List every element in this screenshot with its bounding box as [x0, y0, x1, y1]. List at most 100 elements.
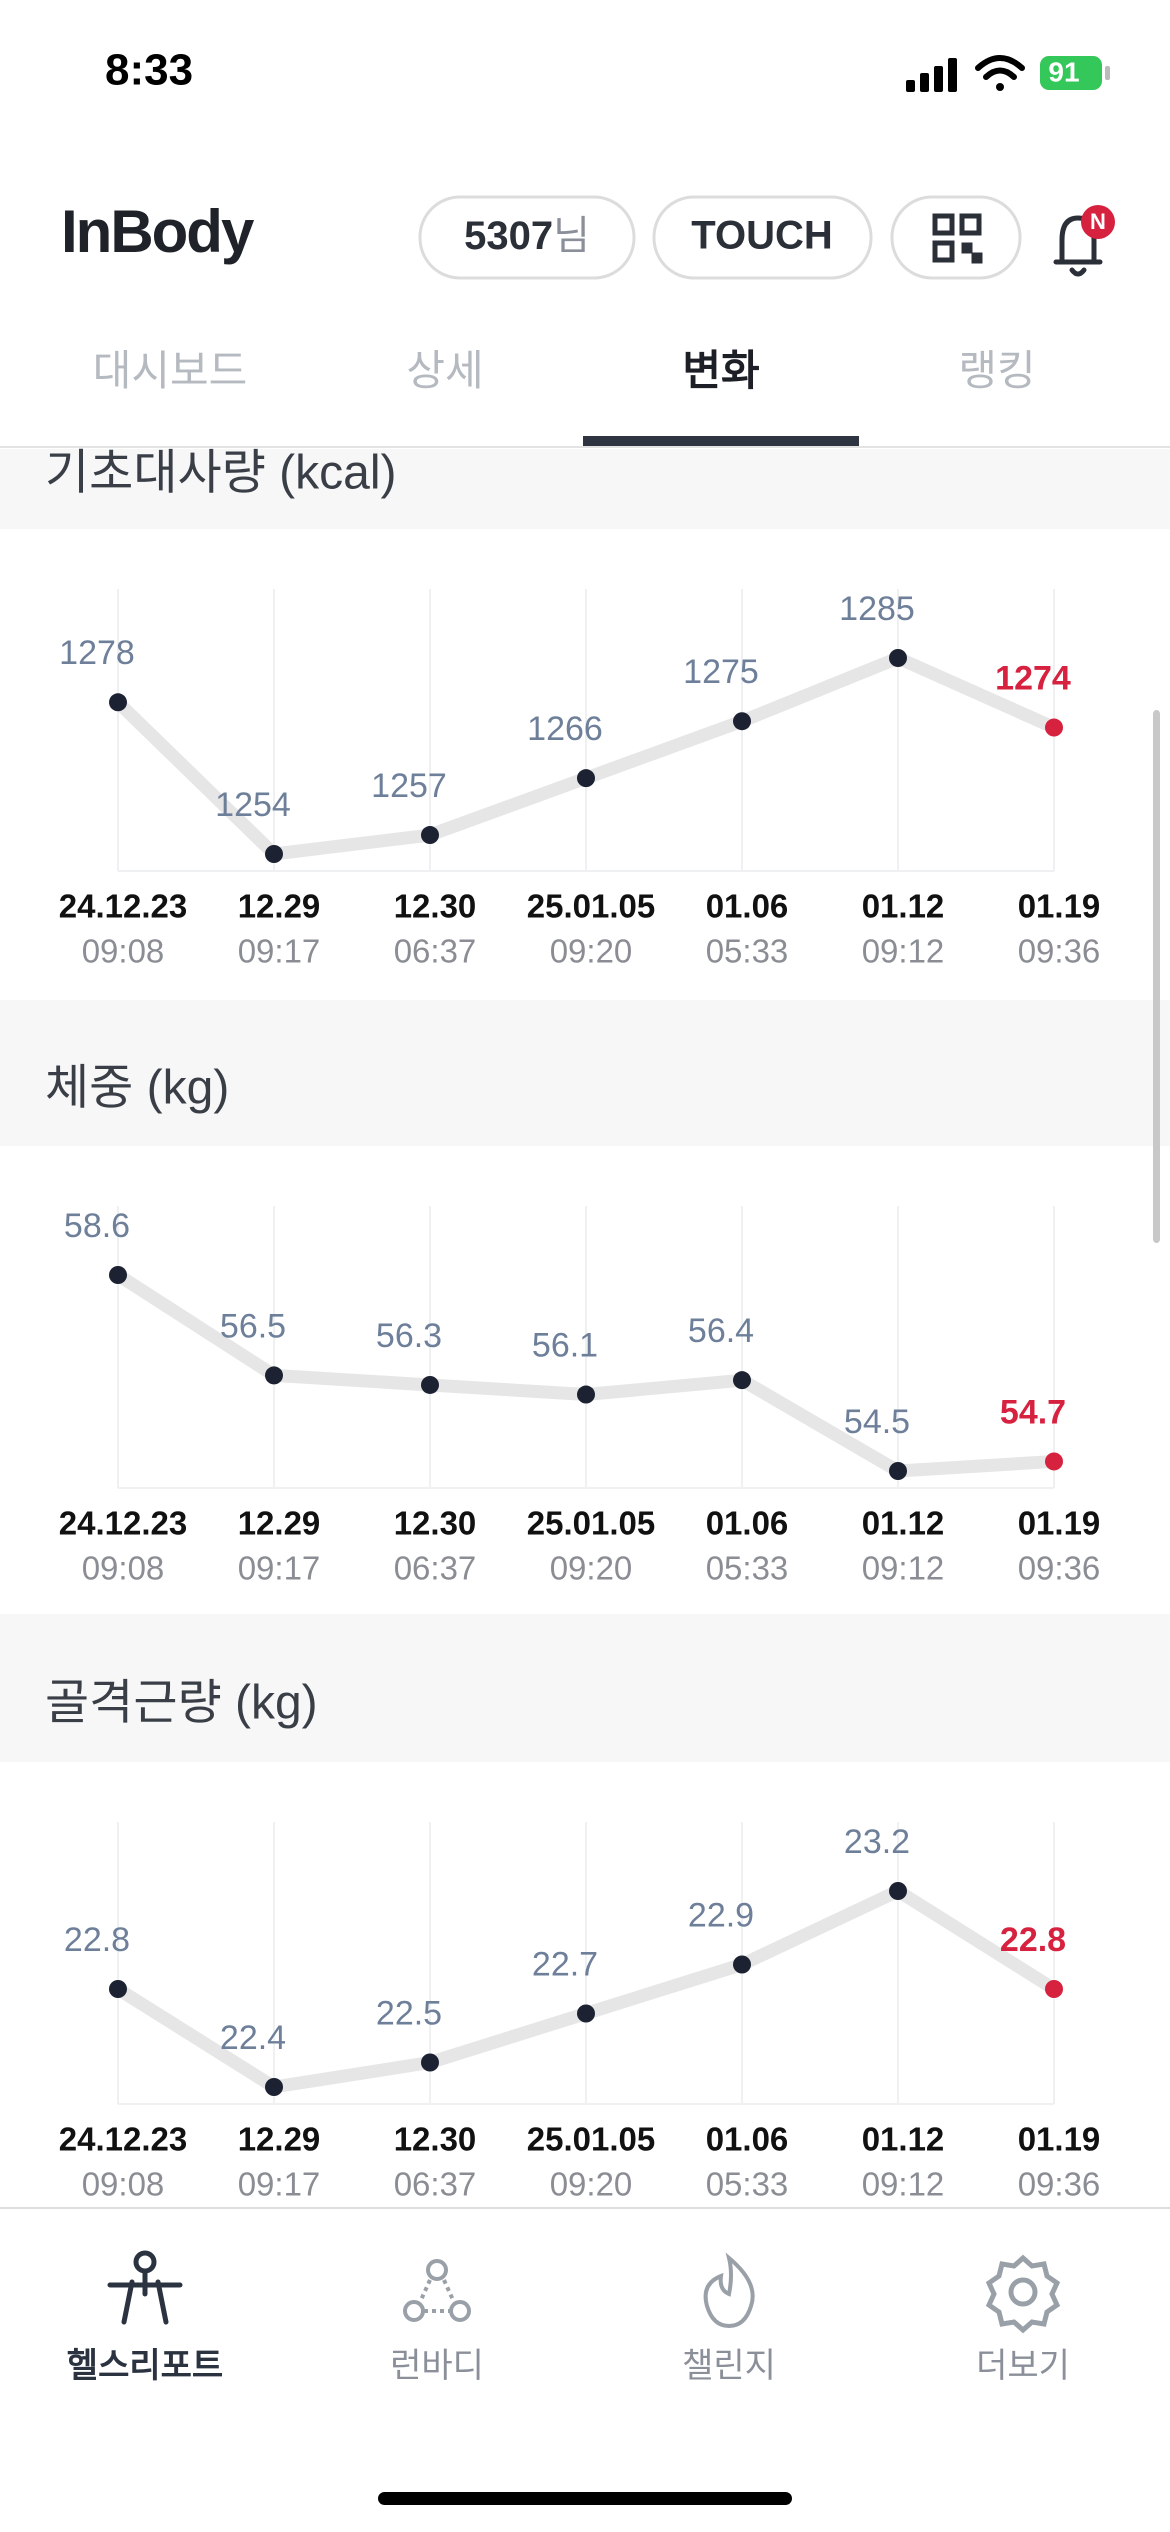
data-point — [733, 1955, 751, 1974]
date-label: 25.01.05 — [527, 888, 655, 925]
value-label: 1275 — [683, 653, 759, 691]
data-point — [889, 1462, 907, 1480]
time-label: 06:37 — [394, 933, 477, 970]
data-point — [577, 2004, 595, 2023]
health-report-icon — [107, 2250, 183, 2325]
date-label: 25.01.05 — [527, 1505, 655, 1542]
data-point — [889, 649, 907, 667]
date-label: 01.06 — [706, 1505, 789, 1542]
badge-label: N — [1090, 209, 1106, 234]
tab-label[interactable]: 변화 — [682, 347, 759, 394]
data-point — [733, 1371, 751, 1390]
time-label: 09:20 — [550, 2166, 633, 2203]
section-title: 골격근량 (kg) — [45, 1677, 318, 1730]
value-label: 1285 — [839, 590, 915, 628]
data-point — [265, 1366, 283, 1385]
time-label: 05:33 — [706, 1550, 789, 1587]
date-label: 24.12.23 — [59, 1505, 187, 1542]
date-label: 12.30 — [394, 888, 477, 925]
data-point — [1045, 1452, 1063, 1471]
date-label: 01.12 — [862, 888, 945, 925]
value-label: 58.6 — [64, 1207, 130, 1245]
value-label: 23.2 — [844, 1823, 910, 1861]
value-label: 1266 — [527, 710, 603, 748]
qr-pill[interactable] — [890, 195, 1022, 280]
data-point — [265, 845, 283, 863]
signal-icon — [906, 58, 957, 92]
data-point — [889, 1882, 907, 1900]
time-label: 09:12 — [862, 933, 945, 970]
date-label: 01.19 — [1018, 888, 1101, 925]
qr-icon — [932, 213, 983, 264]
date-label: 01.12 — [862, 1505, 945, 1542]
section-header-bg — [0, 1000, 1170, 1146]
time-label: 09:17 — [238, 933, 321, 970]
challenge-icon — [703, 2252, 755, 2329]
user-label: 5307님 — [464, 214, 590, 258]
data-point — [109, 1266, 127, 1284]
date-label: 24.12.23 — [59, 888, 187, 925]
date-label: 12.30 — [394, 2121, 477, 2158]
value-label: 1254 — [215, 786, 291, 824]
battery-cap — [1105, 66, 1110, 80]
data-point — [1045, 1980, 1063, 1998]
time-label: 09:20 — [550, 1550, 633, 1587]
data-point — [1045, 718, 1063, 737]
user-pill[interactable] — [418, 195, 636, 280]
data-point — [109, 1980, 127, 1998]
nav-label[interactable]: 헬스리포트 — [67, 2347, 223, 2385]
value-label: 22.8 — [64, 1921, 130, 1959]
date-label: 01.12 — [862, 2121, 945, 2158]
time-label: 09:36 — [1018, 933, 1101, 970]
date-label: 01.19 — [1018, 2121, 1101, 2158]
time-label: 06:37 — [394, 1550, 477, 1587]
tabs: 대시보드 상세 변화 랭킹 — [93, 347, 1036, 446]
section-title: 체중 (kg) — [45, 1062, 229, 1115]
scrollbar — [1153, 710, 1160, 1243]
honorific: 님 — [553, 214, 590, 258]
battery — [1040, 56, 1102, 90]
date-label: 12.29 — [238, 1505, 321, 1542]
value-label: 54.5 — [844, 1403, 910, 1441]
time-label: 09:08 — [82, 1550, 165, 1587]
value-label: 1278 — [59, 634, 135, 672]
time-label: 05:33 — [706, 2166, 789, 2203]
date-label: 01.19 — [1018, 1505, 1101, 1542]
charts: 1278 24.12.23 09:08 1254 12.29 09:17 1257 12.30… — [59, 589, 1101, 2203]
tab-label[interactable]: 대시보드 — [93, 347, 248, 394]
date-label: 25.01.05 — [527, 2121, 655, 2158]
data-point — [733, 712, 751, 731]
data-point — [421, 1375, 439, 1394]
tab-label[interactable]: 랭킹 — [958, 347, 1035, 394]
logo[interactable]: InBody — [61, 198, 257, 265]
more-icon — [985, 2254, 1061, 2334]
time-label: 09:17 — [238, 2166, 321, 2203]
section-header-bg — [0, 449, 1170, 529]
nav-label[interactable]: 더보기 — [976, 2347, 1070, 2385]
time-label: 09:36 — [1018, 1550, 1101, 1587]
value-label: 56.3 — [376, 1317, 442, 1355]
data-point — [577, 1385, 595, 1404]
time-label: 06:37 — [394, 2166, 477, 2203]
date-label: 12.29 — [238, 2121, 321, 2158]
date-label: 01.06 — [706, 2121, 789, 2158]
data-point — [265, 2078, 283, 2096]
value-label: 56.5 — [220, 1307, 286, 1345]
time-label: 09:08 — [82, 933, 165, 970]
nav-label[interactable]: 챌린지 — [682, 2347, 776, 2385]
value-label: 22.5 — [376, 1994, 442, 2032]
time-label: 09:12 — [862, 1550, 945, 1587]
data-point — [109, 693, 127, 712]
value-label: 22.7 — [532, 1945, 598, 1983]
touch-pill[interactable] — [652, 195, 873, 280]
tab-label[interactable]: 상세 — [406, 347, 483, 394]
bottom-nav-bg — [0, 2208, 1170, 2532]
wifi-icon — [975, 55, 1025, 91]
touch-label: TOUCH — [691, 214, 832, 258]
value-label: 56.1 — [532, 1326, 598, 1364]
value-label: 56.4 — [688, 1312, 754, 1350]
nav-label[interactable]: 런바디 — [390, 2347, 484, 2385]
runbody-icon — [403, 2259, 471, 2322]
value-label: 1274 — [995, 660, 1071, 698]
